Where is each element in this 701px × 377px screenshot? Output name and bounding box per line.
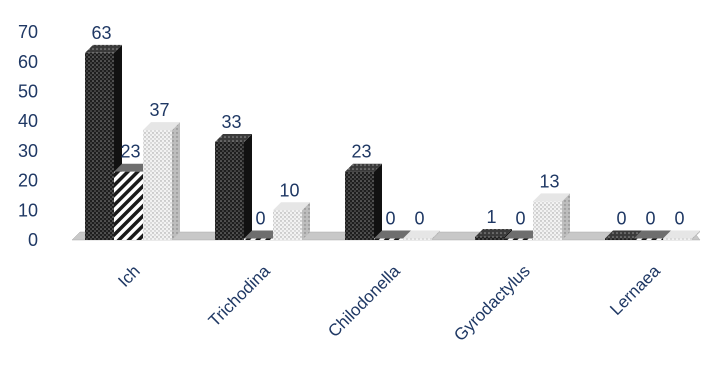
x-tick-label-lernaea: Lernaea xyxy=(606,261,664,319)
y-axis: 0 10 20 30 40 50 60 70 xyxy=(18,22,38,250)
y-tick-label: 70 xyxy=(18,22,38,42)
x-tick-label-trichodina: Trichodina xyxy=(205,261,274,330)
y-tick-label: 60 xyxy=(18,52,38,72)
bar-chilodonella-series-1 xyxy=(345,163,382,240)
x-tick-label-chilodonella: Chilodonella xyxy=(324,261,404,341)
y-tick-label: 20 xyxy=(18,171,38,191)
bar-gyrodactylus-series-3 xyxy=(533,193,570,240)
y-tick-label: 10 xyxy=(18,200,38,220)
bar-trichodina-series-1 xyxy=(215,133,252,240)
y-tick-label: 0 xyxy=(28,230,38,250)
data-label: 23 xyxy=(120,142,140,162)
plot-area xyxy=(85,44,700,240)
x-tick-label-ich: Ich xyxy=(114,261,143,290)
data-label: 13 xyxy=(539,171,559,191)
x-axis: Ich Trichodina Chilodonella Gyrodactylus Ler… xyxy=(114,261,664,345)
data-label: 33 xyxy=(221,112,241,132)
data-label: 0 xyxy=(645,209,655,229)
data-label: 0 xyxy=(385,209,395,229)
data-label: 0 xyxy=(414,209,424,229)
data-label: 23 xyxy=(351,142,371,162)
y-tick-label: 40 xyxy=(18,111,38,131)
data-label: 37 xyxy=(149,100,169,120)
data-label: 0 xyxy=(674,209,684,229)
y-tick-label: 50 xyxy=(18,82,38,102)
data-label: 10 xyxy=(279,180,299,200)
y-tick-label: 30 xyxy=(18,141,38,161)
bar-chilodonella-series-3 xyxy=(403,230,440,240)
data-label: 0 xyxy=(515,209,525,229)
data-label: 1 xyxy=(486,207,496,227)
data-label: 0 xyxy=(255,209,265,229)
x-tick-label-gyrodactylus: Gyrodactylus xyxy=(450,261,534,345)
data-label: 0 xyxy=(616,209,626,229)
data-label: 63 xyxy=(91,23,111,43)
bar-ich-series-3 xyxy=(143,122,180,240)
bar-trichodina-series-3 xyxy=(273,202,310,240)
bar-lernaea-series-3 xyxy=(663,230,700,240)
